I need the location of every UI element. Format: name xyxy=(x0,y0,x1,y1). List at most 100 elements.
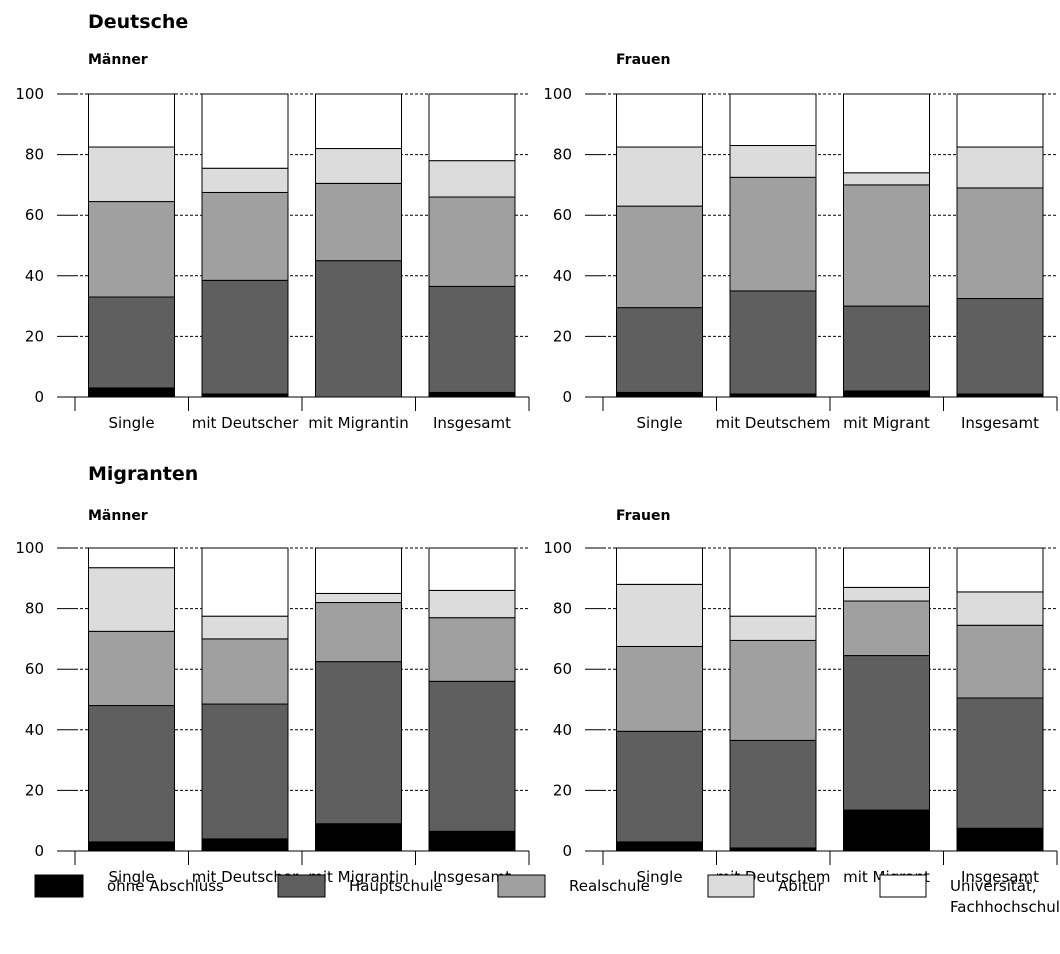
bar-segment-abitur xyxy=(88,567,175,632)
bar-segment-abitur xyxy=(428,589,516,619)
legend-swatch xyxy=(707,874,755,898)
panel-title: Frauen xyxy=(616,508,670,524)
x-category-label: Single xyxy=(636,414,682,432)
legend-label: Universität, xyxy=(950,877,1037,895)
y-tick-label: 60 xyxy=(553,206,572,224)
bar-segment-realschule xyxy=(843,600,930,657)
y-tick-label: 0 xyxy=(562,388,572,406)
y-tick-label: 100 xyxy=(15,85,44,103)
bar-segment-hauptschule xyxy=(315,260,402,398)
bar-segment-universitaet-fachhochschule xyxy=(315,93,402,150)
x-category-label: Single xyxy=(108,414,154,432)
bar-segment-realschule xyxy=(88,630,175,707)
x-category-label: Insgesamt xyxy=(433,868,511,886)
legend-swatch xyxy=(879,874,927,898)
y-tick-label: 0 xyxy=(562,842,572,860)
bar-segment-universitaet-fachhochschule xyxy=(616,93,703,148)
bar-segment-realschule xyxy=(201,638,289,705)
bar-segment-realschule xyxy=(616,645,703,732)
legend-label: Hauptschule xyxy=(349,877,443,895)
bar-segment-universitaet-fachhochschule xyxy=(843,547,930,588)
legend-label: ohne Abschluss xyxy=(107,877,224,895)
bar-segment-hauptschule xyxy=(201,279,289,395)
legend-label: Abitur xyxy=(778,877,824,895)
x-category-label: mit Migrantin xyxy=(308,414,408,432)
y-tick-label: 60 xyxy=(25,660,44,678)
bar-segment-abitur xyxy=(729,615,817,641)
legend-swatch xyxy=(34,874,84,898)
bar-segment-ohne-abschluss xyxy=(956,827,1044,852)
panel-migranten-maenner: Männer 0 20 40 60 80 100 Single mit Deutscher mit… xyxy=(15,508,530,886)
bar-segment-ohne-abschluss xyxy=(428,391,516,398)
section-title-deutsche: Deutsche xyxy=(88,11,188,33)
bar-segment-universitaet-fachhochschule xyxy=(88,93,175,148)
y-tick-label: 80 xyxy=(553,146,572,164)
x-category-label: Insgesamt xyxy=(961,414,1039,432)
bar-segment-hauptschule xyxy=(616,307,703,393)
bar-segment-universitaet-fachhochschule xyxy=(88,547,175,569)
bar-segment-realschule xyxy=(616,205,703,309)
bar-segment-abitur xyxy=(428,160,516,198)
bar-segment-realschule xyxy=(88,201,175,298)
legend: ohne Abschluss Hauptschule Realschule Abitu… xyxy=(34,874,1060,916)
y-tick-label: 20 xyxy=(553,781,572,799)
bar-segment-ohne-abschluss xyxy=(88,387,175,398)
bar-segment-ohne-abschluss xyxy=(616,391,703,398)
bar-segment-universitaet-fachhochschule xyxy=(843,93,930,174)
bar-segment-hauptschule xyxy=(956,697,1044,829)
section-title-migranten: Migranten xyxy=(88,463,198,485)
bar-segment-hauptschule xyxy=(201,703,289,840)
y-tick-label: 80 xyxy=(553,600,572,618)
y-tick-label: 20 xyxy=(25,781,44,799)
bar-segment-abitur xyxy=(201,167,289,193)
y-tick-label: 40 xyxy=(25,267,44,285)
bar-segment-universitaet-fachhochschule xyxy=(956,547,1044,593)
y-tick-label: 40 xyxy=(25,721,44,739)
legend-label: Realschule xyxy=(569,877,650,895)
y-tick-label: 100 xyxy=(543,85,572,103)
bar-segment-abitur xyxy=(315,592,402,604)
x-category-label: Insgesamt xyxy=(961,868,1039,886)
bar-segment-abitur xyxy=(201,615,289,640)
bar-segment-hauptschule xyxy=(843,655,930,811)
legend-swatch xyxy=(277,874,326,898)
bar-segment-abitur xyxy=(956,591,1044,626)
y-tick-label: 60 xyxy=(25,206,44,224)
bar-segment-universitaet-fachhochschule xyxy=(201,93,289,169)
y-tick-label: 20 xyxy=(25,327,44,345)
y-tick-label: 20 xyxy=(553,327,572,345)
bar-segment-hauptschule xyxy=(616,730,703,843)
bar-segment-realschule xyxy=(428,196,516,287)
panel-title: Männer xyxy=(88,52,148,68)
bar-segment-realschule xyxy=(315,602,402,663)
bar-segment-abitur xyxy=(843,586,930,602)
bar-segment-universitaet-fachhochschule xyxy=(729,93,817,147)
bar-segment-hauptschule xyxy=(428,680,516,832)
bar-segment-hauptschule xyxy=(88,705,175,843)
bar-segment-realschule xyxy=(729,176,817,292)
bar-segment-universitaet-fachhochschule xyxy=(315,547,402,594)
x-category-label: Single xyxy=(636,868,682,886)
bar-segment-universitaet-fachhochschule xyxy=(729,547,817,617)
panel-deutsche-maenner: Männer 0 20 40 60 80 100 Single mit Deutscher mit… xyxy=(15,52,530,432)
bar-segment-abitur xyxy=(616,146,703,207)
bar-segment-hauptschule xyxy=(729,290,817,395)
bar-segment-ohne-abschluss xyxy=(88,841,175,852)
panel-title: Frauen xyxy=(616,52,670,68)
bar-segment-abitur xyxy=(843,172,930,186)
bar-segment-ohne-abschluss xyxy=(201,838,289,852)
y-tick-label: 100 xyxy=(15,539,44,557)
x-category-label: Single xyxy=(108,868,154,886)
bar-segment-hauptschule xyxy=(88,296,175,389)
bar-segment-universitaet-fachhochschule xyxy=(428,547,516,591)
y-tick-label: 80 xyxy=(25,600,44,618)
y-tick-label: 100 xyxy=(543,539,572,557)
x-category-label: mit Deutscher xyxy=(192,868,299,886)
bar-segment-ohne-abschluss xyxy=(315,823,402,852)
bar-segment-realschule xyxy=(428,617,516,682)
bar-segment-hauptschule xyxy=(729,739,817,849)
bar-segment-abitur xyxy=(729,145,817,178)
bar-segment-universitaet-fachhochschule xyxy=(428,93,516,162)
